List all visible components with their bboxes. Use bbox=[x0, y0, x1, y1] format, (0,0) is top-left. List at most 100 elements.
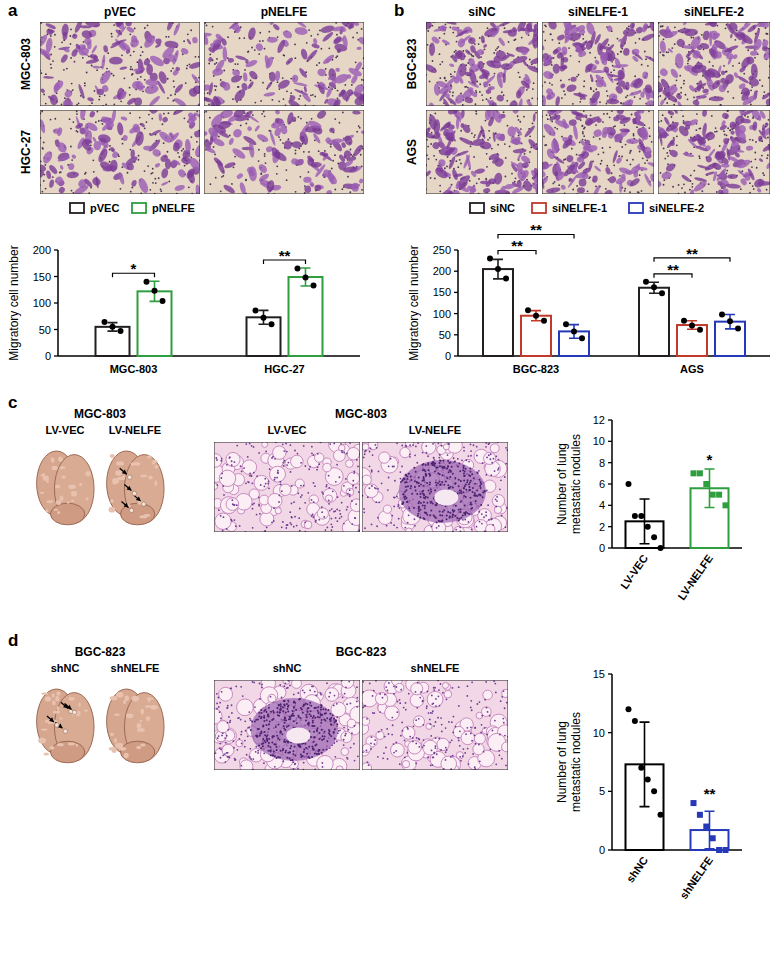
pore bbox=[487, 139, 489, 141]
pore bbox=[720, 104, 722, 106]
pore bbox=[263, 111, 265, 113]
pore bbox=[234, 156, 236, 158]
pore bbox=[198, 56, 200, 58]
pore bbox=[84, 85, 86, 87]
cell bbox=[677, 101, 684, 106]
pore bbox=[69, 118, 71, 120]
pore bbox=[160, 190, 162, 192]
cell bbox=[85, 121, 99, 133]
pore bbox=[545, 25, 547, 27]
cell bbox=[563, 33, 572, 45]
pore bbox=[332, 160, 334, 162]
pore bbox=[155, 182, 157, 184]
pore bbox=[328, 86, 330, 88]
cell bbox=[298, 67, 308, 79]
pore bbox=[227, 36, 229, 38]
cell bbox=[299, 158, 304, 165]
cell bbox=[646, 100, 654, 106]
pore bbox=[82, 57, 84, 59]
pore bbox=[61, 41, 63, 43]
micrograph-bg bbox=[658, 22, 770, 106]
pore bbox=[183, 40, 185, 42]
pore bbox=[196, 111, 198, 113]
pore bbox=[316, 64, 318, 66]
pore bbox=[149, 189, 151, 191]
pore bbox=[621, 103, 623, 105]
pore bbox=[278, 136, 280, 138]
pore bbox=[751, 86, 753, 88]
pore bbox=[144, 127, 146, 129]
cell bbox=[614, 57, 622, 69]
pore bbox=[485, 120, 487, 122]
pore bbox=[518, 72, 520, 74]
pore bbox=[122, 143, 124, 145]
cell bbox=[231, 146, 247, 160]
cell bbox=[563, 25, 580, 35]
pore bbox=[428, 158, 430, 160]
pore bbox=[107, 52, 109, 54]
pore bbox=[509, 145, 511, 147]
pore bbox=[93, 171, 95, 173]
pore bbox=[529, 135, 531, 137]
cell bbox=[246, 125, 253, 132]
pore bbox=[432, 60, 434, 62]
cell bbox=[281, 29, 293, 40]
pore bbox=[431, 132, 433, 134]
pore bbox=[265, 162, 267, 164]
cell bbox=[149, 110, 159, 115]
pore bbox=[142, 51, 144, 53]
cell bbox=[556, 34, 565, 42]
pore bbox=[295, 153, 297, 155]
micrograph-frame bbox=[542, 22, 654, 106]
cell bbox=[437, 84, 453, 96]
cell bbox=[137, 177, 150, 194]
pore bbox=[43, 94, 45, 96]
pore bbox=[561, 97, 563, 99]
pore bbox=[111, 73, 113, 75]
pore bbox=[489, 84, 491, 86]
pore bbox=[563, 90, 565, 92]
cell bbox=[527, 138, 538, 152]
cell bbox=[96, 89, 104, 96]
cell bbox=[292, 141, 302, 148]
pore bbox=[608, 44, 610, 46]
cell bbox=[464, 49, 471, 56]
pore bbox=[45, 73, 47, 75]
pore bbox=[148, 114, 150, 116]
pore bbox=[264, 155, 266, 157]
pore bbox=[173, 86, 175, 88]
cell bbox=[585, 22, 596, 36]
micrograph-bg bbox=[426, 22, 538, 106]
panel-label: d bbox=[8, 631, 18, 650]
cell bbox=[752, 38, 763, 52]
pore bbox=[233, 166, 235, 168]
pore bbox=[70, 29, 72, 31]
pore bbox=[336, 55, 338, 57]
cell bbox=[342, 159, 354, 168]
pore bbox=[83, 41, 85, 43]
pore bbox=[447, 156, 449, 158]
pore bbox=[102, 123, 104, 125]
cell bbox=[132, 123, 142, 134]
cell bbox=[245, 59, 259, 69]
cell bbox=[294, 26, 308, 35]
pore bbox=[550, 33, 552, 35]
cell bbox=[577, 93, 586, 101]
cell bbox=[725, 22, 735, 35]
cell bbox=[753, 28, 761, 44]
cell bbox=[161, 116, 169, 124]
cell bbox=[222, 82, 231, 92]
cell bbox=[457, 75, 465, 85]
pore bbox=[61, 103, 63, 105]
cell bbox=[685, 48, 695, 58]
pore bbox=[109, 145, 111, 147]
pore bbox=[460, 93, 462, 95]
cell bbox=[143, 145, 154, 151]
pore bbox=[666, 102, 668, 104]
cell bbox=[204, 131, 208, 136]
pore bbox=[208, 104, 210, 106]
pore bbox=[167, 151, 169, 153]
pore bbox=[476, 182, 478, 184]
cell bbox=[127, 163, 134, 170]
pore bbox=[258, 149, 260, 151]
